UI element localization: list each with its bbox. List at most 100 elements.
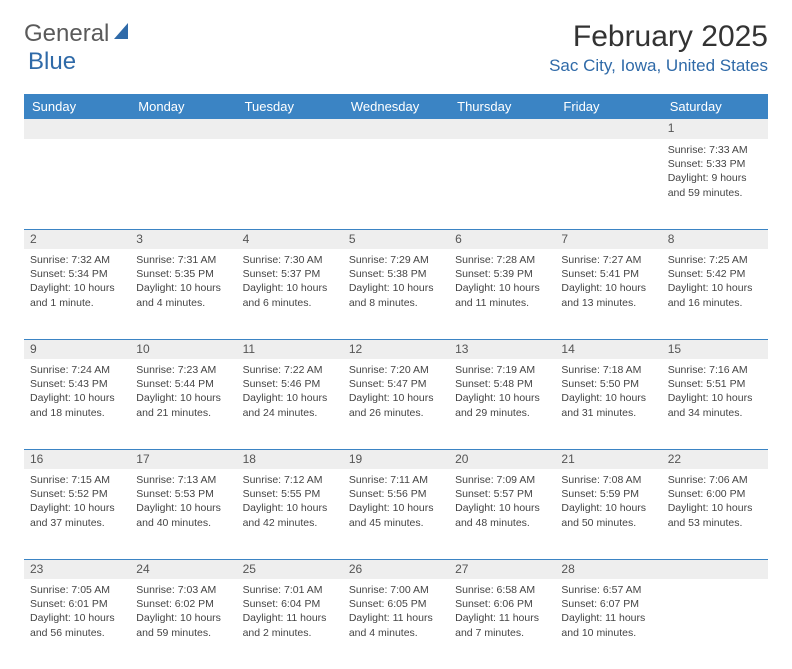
day-cell: Sunrise: 7:27 AMSunset: 5:41 PMDaylight:… (555, 249, 661, 339)
daynum-row: 9101112131415 (24, 339, 768, 359)
sunrise-text: Sunrise: 7:06 AM (668, 473, 762, 487)
day-number (662, 559, 768, 579)
day-number (555, 119, 661, 139)
brand-part1: General (24, 20, 109, 48)
day-number (343, 119, 449, 139)
sunrise-text: Sunrise: 7:19 AM (455, 363, 549, 377)
day-number: 10 (130, 339, 236, 359)
daylight-text: Daylight: 10 hours and 16 minutes. (668, 281, 762, 309)
day-cell: Sunrise: 7:03 AMSunset: 6:02 PMDaylight:… (130, 579, 236, 669)
day-cell (449, 139, 555, 229)
sunset-text: Sunset: 5:55 PM (243, 487, 337, 501)
day-detail: Sunrise: 7:33 AMSunset: 5:33 PMDaylight:… (662, 139, 768, 206)
day-cell: Sunrise: 7:05 AMSunset: 6:01 PMDaylight:… (24, 579, 130, 669)
day-number: 15 (662, 339, 768, 359)
sunrise-text: Sunrise: 7:16 AM (668, 363, 762, 377)
day-detail: Sunrise: 7:19 AMSunset: 5:48 PMDaylight:… (449, 359, 555, 426)
day-number: 4 (237, 229, 343, 249)
week-row: Sunrise: 7:15 AMSunset: 5:52 PMDaylight:… (24, 469, 768, 559)
day-number (449, 119, 555, 139)
daylight-text: Daylight: 10 hours and 53 minutes. (668, 501, 762, 529)
sunset-text: Sunset: 5:47 PM (349, 377, 443, 391)
sunrise-text: Sunrise: 7:22 AM (243, 363, 337, 377)
sunset-text: Sunset: 5:59 PM (561, 487, 655, 501)
sunset-text: Sunset: 6:05 PM (349, 597, 443, 611)
sunrise-text: Sunrise: 7:15 AM (30, 473, 124, 487)
day-number: 22 (662, 449, 768, 469)
sunset-text: Sunset: 5:48 PM (455, 377, 549, 391)
sunset-text: Sunset: 6:02 PM (136, 597, 230, 611)
day-detail: Sunrise: 7:27 AMSunset: 5:41 PMDaylight:… (555, 249, 661, 316)
day-number: 27 (449, 559, 555, 579)
day-number: 26 (343, 559, 449, 579)
location: Sac City, Iowa, United States (549, 56, 768, 76)
day-cell: Sunrise: 7:16 AMSunset: 5:51 PMDaylight:… (662, 359, 768, 449)
day-number: 16 (24, 449, 130, 469)
day-detail: Sunrise: 7:08 AMSunset: 5:59 PMDaylight:… (555, 469, 661, 536)
day-number (24, 119, 130, 139)
brand-part2: Blue (28, 48, 76, 76)
sunset-text: Sunset: 6:07 PM (561, 597, 655, 611)
day-number: 5 (343, 229, 449, 249)
day-cell: Sunrise: 7:15 AMSunset: 5:52 PMDaylight:… (24, 469, 130, 559)
sunset-text: Sunset: 5:56 PM (349, 487, 443, 501)
sunset-text: Sunset: 5:37 PM (243, 267, 337, 281)
week-row: Sunrise: 7:24 AMSunset: 5:43 PMDaylight:… (24, 359, 768, 449)
day-number: 23 (24, 559, 130, 579)
daynum-row: 232425262728 (24, 559, 768, 579)
day-detail: Sunrise: 7:29 AMSunset: 5:38 PMDaylight:… (343, 249, 449, 316)
day-detail: Sunrise: 6:57 AMSunset: 6:07 PMDaylight:… (555, 579, 661, 646)
day-header: Friday (555, 94, 661, 119)
day-cell (237, 139, 343, 229)
day-number: 21 (555, 449, 661, 469)
day-header: Tuesday (237, 94, 343, 119)
daylight-text: Daylight: 11 hours and 7 minutes. (455, 611, 549, 639)
day-detail: Sunrise: 7:11 AMSunset: 5:56 PMDaylight:… (343, 469, 449, 536)
sunset-text: Sunset: 5:35 PM (136, 267, 230, 281)
day-cell: Sunrise: 7:22 AMSunset: 5:46 PMDaylight:… (237, 359, 343, 449)
day-cell: Sunrise: 7:20 AMSunset: 5:47 PMDaylight:… (343, 359, 449, 449)
sunset-text: Sunset: 5:44 PM (136, 377, 230, 391)
day-detail: Sunrise: 6:58 AMSunset: 6:06 PMDaylight:… (449, 579, 555, 646)
sunrise-text: Sunrise: 7:08 AM (561, 473, 655, 487)
day-detail: Sunrise: 7:15 AMSunset: 5:52 PMDaylight:… (24, 469, 130, 536)
day-header: Thursday (449, 94, 555, 119)
day-number: 1 (662, 119, 768, 139)
sunset-text: Sunset: 5:51 PM (668, 377, 762, 391)
day-detail: Sunrise: 7:00 AMSunset: 6:05 PMDaylight:… (343, 579, 449, 646)
sunset-text: Sunset: 5:50 PM (561, 377, 655, 391)
day-cell: Sunrise: 7:31 AMSunset: 5:35 PMDaylight:… (130, 249, 236, 339)
daylight-text: Daylight: 10 hours and 29 minutes. (455, 391, 549, 419)
sunrise-text: Sunrise: 7:27 AM (561, 253, 655, 267)
day-detail: Sunrise: 7:06 AMSunset: 6:00 PMDaylight:… (662, 469, 768, 536)
daylight-text: Daylight: 10 hours and 13 minutes. (561, 281, 655, 309)
day-header: Sunday (24, 94, 130, 119)
day-detail: Sunrise: 7:09 AMSunset: 5:57 PMDaylight:… (449, 469, 555, 536)
daylight-text: Daylight: 10 hours and 50 minutes. (561, 501, 655, 529)
daylight-text: Daylight: 10 hours and 59 minutes. (136, 611, 230, 639)
day-cell: Sunrise: 7:28 AMSunset: 5:39 PMDaylight:… (449, 249, 555, 339)
day-number: 17 (130, 449, 236, 469)
sail-icon (112, 20, 134, 48)
daynum-row: 1 (24, 119, 768, 139)
sunset-text: Sunset: 5:38 PM (349, 267, 443, 281)
calendar-table: SundayMondayTuesdayWednesdayThursdayFrid… (24, 94, 768, 669)
daylight-text: Daylight: 10 hours and 42 minutes. (243, 501, 337, 529)
day-cell: Sunrise: 7:01 AMSunset: 6:04 PMDaylight:… (237, 579, 343, 669)
sunrise-text: Sunrise: 7:01 AM (243, 583, 337, 597)
day-header: Wednesday (343, 94, 449, 119)
daylight-text: Daylight: 10 hours and 1 minute. (30, 281, 124, 309)
day-header: Saturday (662, 94, 768, 119)
day-cell: Sunrise: 7:06 AMSunset: 6:00 PMDaylight:… (662, 469, 768, 559)
day-detail: Sunrise: 7:23 AMSunset: 5:44 PMDaylight:… (130, 359, 236, 426)
day-cell (343, 139, 449, 229)
sunset-text: Sunset: 6:06 PM (455, 597, 549, 611)
day-detail: Sunrise: 7:18 AMSunset: 5:50 PMDaylight:… (555, 359, 661, 426)
sunrise-text: Sunrise: 6:57 AM (561, 583, 655, 597)
sunrise-text: Sunrise: 7:12 AM (243, 473, 337, 487)
day-cell: Sunrise: 7:33 AMSunset: 5:33 PMDaylight:… (662, 139, 768, 229)
day-cell: Sunrise: 7:25 AMSunset: 5:42 PMDaylight:… (662, 249, 768, 339)
day-cell (24, 139, 130, 229)
daylight-text: Daylight: 11 hours and 2 minutes. (243, 611, 337, 639)
month-title: February 2025 (549, 20, 768, 54)
